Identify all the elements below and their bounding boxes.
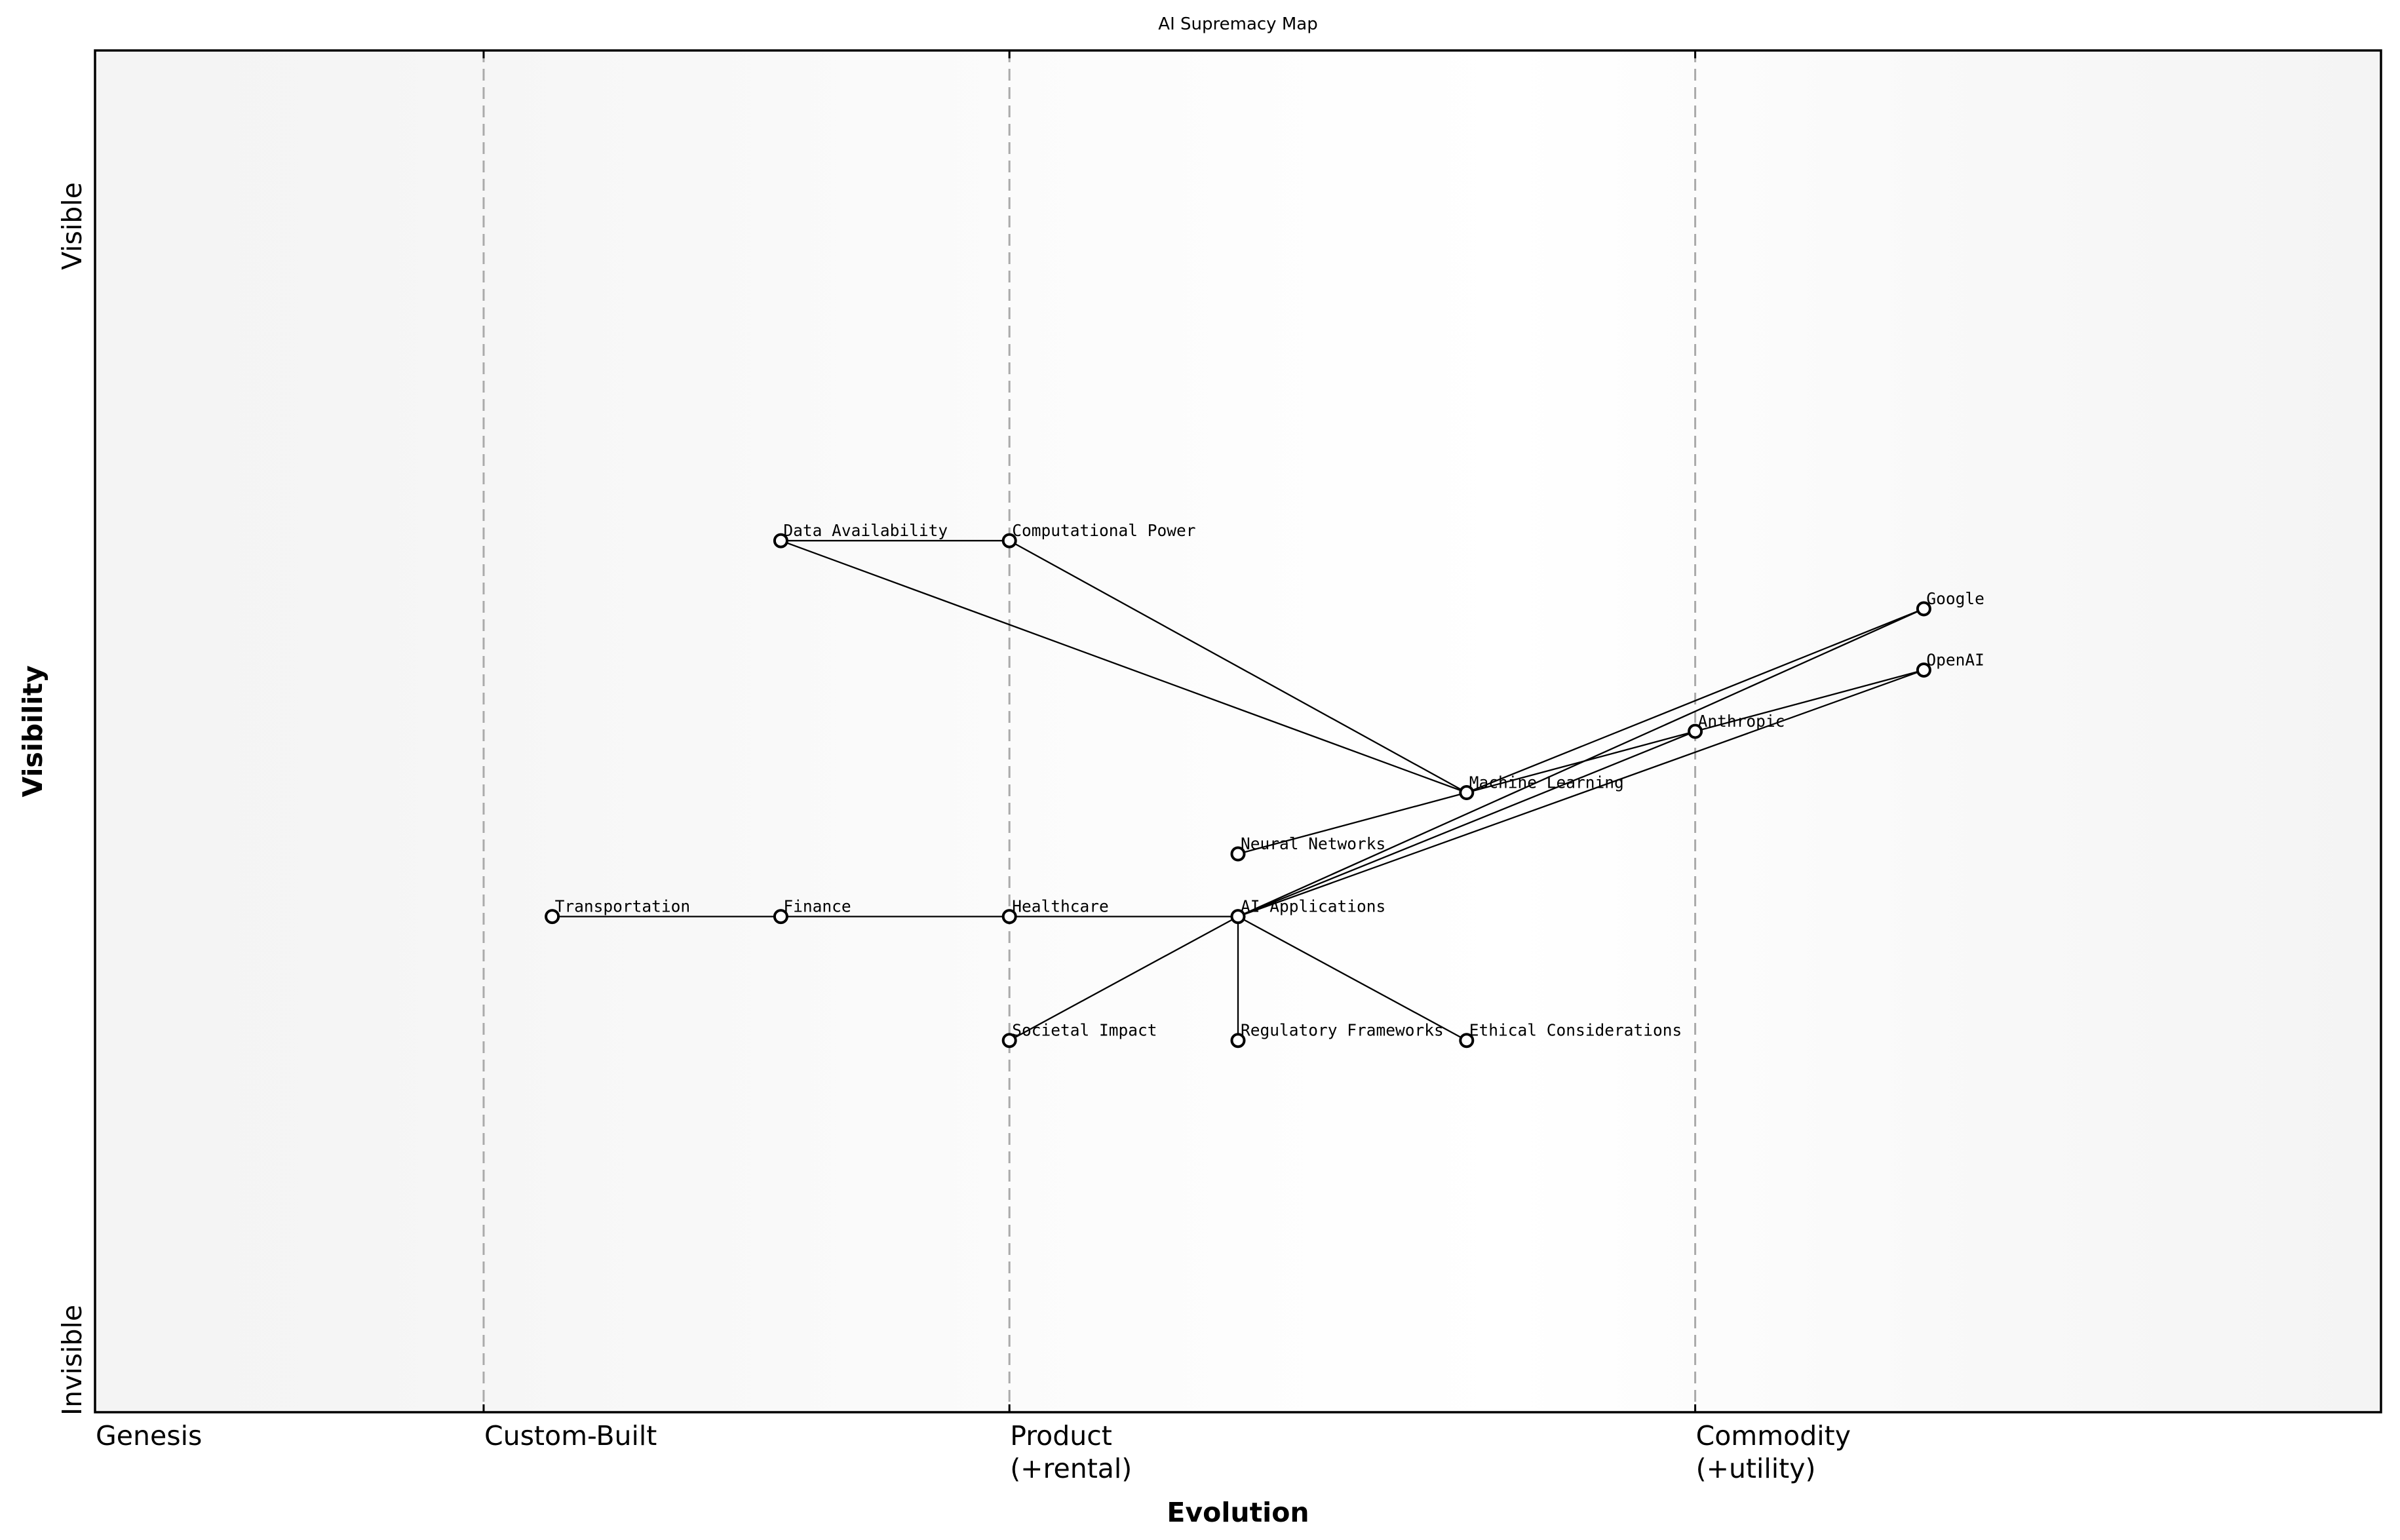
map-component[interactable]: Healthcare — [1001, 897, 1109, 925]
component-label: Ethical Considerations — [1469, 1021, 1682, 1040]
component-node-marker[interactable] — [1001, 1033, 1017, 1049]
component-label: Computational Power — [1012, 521, 1195, 540]
component-node-marker[interactable] — [1230, 1033, 1246, 1049]
component-label: OpenAI — [1926, 650, 1984, 669]
dependency-edge — [1009, 915, 1239, 1041]
dependency-edge — [1237, 915, 1467, 1041]
component-node-marker[interactable] — [1230, 909, 1246, 925]
dependency-edge — [1237, 607, 1924, 917]
x-tick-label: Custom-Built — [484, 1420, 657, 1452]
component-node-marker[interactable] — [1230, 846, 1246, 862]
component-label: Finance — [783, 897, 851, 916]
component-label: Anthropic — [1698, 712, 1785, 731]
component-node-marker[interactable] — [1916, 601, 1931, 617]
dependency-edges — [552, 539, 1924, 1041]
dependency-edge — [1009, 540, 1467, 794]
plot-frame — [94, 49, 2382, 1414]
y-axis-label: Visibility — [17, 665, 48, 798]
component-node-marker[interactable] — [1001, 533, 1017, 549]
dependency-edge — [1237, 730, 1696, 917]
x-tick-label: Commodity (+utility) — [1695, 1420, 1851, 1484]
x-axis-label: Evolution — [1167, 1497, 1309, 1528]
map-component[interactable]: Machine Learning — [1459, 773, 1624, 801]
map-component[interactable]: Neural Networks — [1230, 834, 1386, 862]
component-label: AI Applications — [1241, 897, 1385, 916]
component-label: Societal Impact — [1012, 1021, 1157, 1040]
plot-background — [95, 50, 2381, 1412]
component-label: Machine Learning — [1469, 773, 1624, 792]
map-component[interactable]: Computational Power — [1001, 521, 1196, 549]
dependency-edge — [781, 540, 1467, 794]
y-axis-invisible-label: Invisible — [56, 1304, 88, 1415]
component-node-marker[interactable] — [1001, 909, 1017, 925]
component-label: Data Availability — [783, 521, 948, 540]
component-nodes: Data Availability Computational Power Goog… — [545, 521, 1984, 1049]
component-node-marker[interactable] — [1688, 723, 1703, 739]
map-component[interactable]: Anthropic — [1688, 712, 1785, 739]
component-label: Regulatory Frameworks — [1241, 1021, 1444, 1040]
component-label: Google — [1926, 589, 1984, 608]
map-component[interactable]: Regulatory Frameworks — [1230, 1021, 1444, 1049]
component-node-marker[interactable] — [545, 909, 560, 925]
dependency-edge — [1466, 607, 1924, 794]
map-component[interactable]: Transportation — [545, 897, 691, 925]
x-tick-label: Genesis — [96, 1420, 203, 1452]
map-component[interactable]: Data Availability — [773, 521, 948, 549]
map-component[interactable]: AI Applications — [1230, 897, 1386, 925]
x-axis-ticks — [94, 50, 1697, 1412]
dependency-edge — [1695, 669, 1924, 733]
chart-title: AI Supremacy Map — [1158, 14, 1318, 34]
map-component[interactable]: Finance — [773, 897, 851, 925]
component-node-marker[interactable] — [773, 909, 788, 925]
map-component[interactable]: Ethical Considerations — [1459, 1021, 1682, 1049]
x-tick-label: Product (+rental) — [1010, 1420, 1132, 1484]
component-node-marker[interactable] — [773, 533, 788, 549]
component-label: Healthcare — [1012, 897, 1109, 916]
component-node-marker[interactable] — [1459, 785, 1475, 801]
dependency-edge — [1237, 669, 1924, 917]
component-node-marker[interactable] — [1916, 662, 1931, 678]
component-label: Neural Networks — [1241, 834, 1385, 853]
component-label: Transportation — [555, 897, 691, 916]
map-component[interactable]: OpenAI — [1916, 650, 1984, 678]
map-component[interactable]: Google — [1916, 589, 1984, 617]
y-axis-visible-label: Visible — [56, 182, 88, 270]
component-node-marker[interactable] — [1459, 1033, 1475, 1049]
dependency-edge — [1237, 792, 1467, 855]
map-component[interactable]: Societal Impact — [1001, 1021, 1157, 1049]
